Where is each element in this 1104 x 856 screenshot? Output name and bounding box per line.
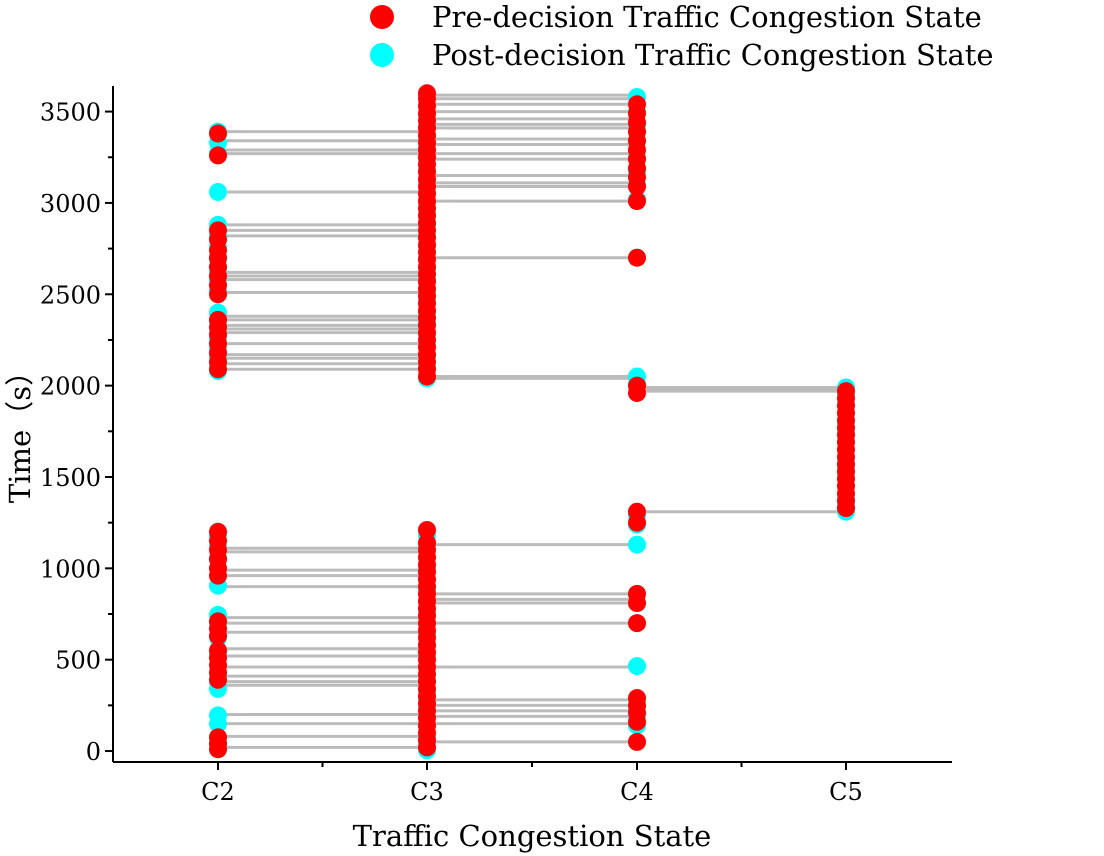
post-decision-point — [209, 706, 227, 725]
legend-label-post: Post-decision Traffic Congestion State — [432, 38, 994, 72]
y-tick-label: 1500 — [40, 464, 101, 492]
y-tick-label: 3500 — [40, 99, 101, 127]
data-points — [209, 84, 855, 760]
pre-decision-point — [628, 376, 646, 395]
post-decision-point — [628, 657, 646, 676]
pre-decision-point — [209, 612, 227, 631]
pre-decision-point — [209, 728, 227, 747]
y-tick-label: 2000 — [40, 373, 101, 401]
x-ticks: C2 C3 C4 C5 — [201, 762, 863, 806]
pre-decision-point — [209, 522, 227, 541]
y-tick-label: 1000 — [40, 555, 101, 583]
pre-decision-point — [837, 382, 855, 401]
legend-marker-post — [370, 43, 394, 67]
post-decision-point — [209, 182, 227, 201]
y-tick-label: 2500 — [40, 281, 101, 309]
pre-decision-point — [628, 689, 646, 708]
pre-decision-point — [628, 584, 646, 603]
y-axis-label: Time（s） — [3, 357, 37, 503]
pre-decision-point — [209, 641, 227, 660]
pre-decision-point — [628, 732, 646, 751]
pre-decision-point — [628, 95, 646, 114]
pre-decision-point — [418, 520, 436, 539]
legend-marker-pre — [370, 5, 394, 29]
pre-decision-point — [209, 146, 227, 165]
pre-decision-point — [628, 502, 646, 521]
y-tick-label: 500 — [55, 647, 101, 675]
pre-decision-point — [628, 614, 646, 633]
pre-decision-point — [418, 84, 436, 103]
y-tick-label: 0 — [86, 738, 101, 766]
pre-decision-point — [628, 192, 646, 211]
pre-decision-point — [209, 221, 227, 240]
x-tick-label: C5 — [829, 778, 863, 806]
legend-label-pre: Pre-decision Traffic Congestion State — [432, 0, 982, 34]
transition-lines — [218, 93, 846, 749]
pre-decision-point — [628, 248, 646, 267]
y-tick-label: 3000 — [40, 190, 101, 218]
pre-decision-point — [418, 533, 436, 552]
x-tick-label: C4 — [620, 778, 654, 806]
pre-decision-point — [209, 310, 227, 329]
x-tick-label: C3 — [410, 778, 444, 806]
post-decision-point — [628, 535, 646, 554]
legend: Pre-decision Traffic Congestion State Po… — [370, 0, 994, 72]
x-axis-label: Traffic Congestion State — [353, 819, 712, 853]
x-tick-label: C2 — [201, 778, 235, 806]
pre-decision-point — [209, 124, 227, 143]
y-ticks: 0 500 1000 1500 2000 2500 3000 3500 — [40, 99, 113, 766]
